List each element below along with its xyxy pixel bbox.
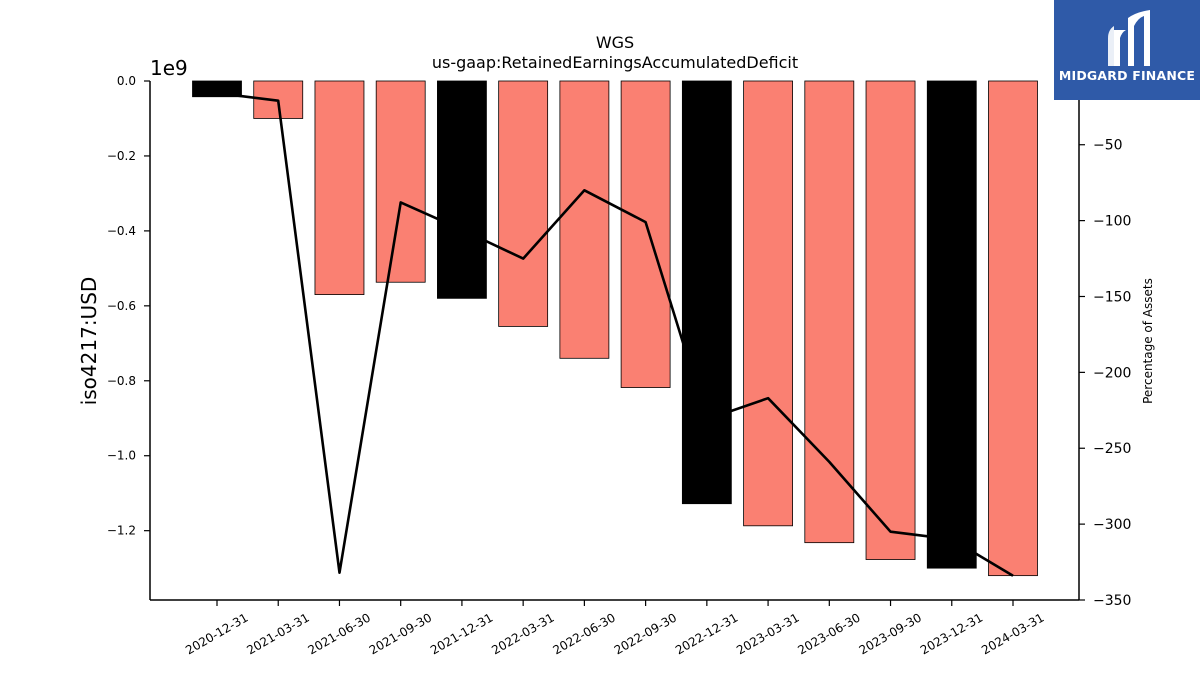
x-tick-label: 2022-03-31 — [489, 610, 556, 657]
y-tick-label: −0.6 — [107, 299, 136, 313]
x-tick-label: 2023-06-30 — [795, 610, 862, 657]
y2-tick-label: −300 — [1093, 517, 1131, 533]
chart-subtitle: us-gaap:RetainedEarningsAccumulatedDefic… — [432, 53, 798, 72]
x-tick-label: 2020-12-31 — [183, 610, 250, 657]
bar-2022-03-31 — [498, 80, 549, 327]
bar-2021-06-30 — [314, 80, 365, 295]
bar-2023-03-31 — [743, 80, 793, 527]
y-tick-label: −0.4 — [107, 224, 136, 238]
logo-text: MIDGARD FINANCE — [1058, 68, 1196, 83]
bar-2021-09-30 — [375, 80, 426, 283]
x-tick-label: 2023-09-30 — [857, 610, 924, 657]
y2-tick-label: −350 — [1093, 593, 1131, 609]
y2-tick-label: −250 — [1093, 441, 1131, 457]
bar-2023-09-30 — [865, 80, 916, 560]
bar-2020-12-31 — [192, 80, 242, 98]
y-offset-label: 1e9 — [150, 56, 188, 80]
x-tick-label: 2022-06-30 — [550, 610, 617, 657]
bar-2023-06-30 — [804, 80, 855, 544]
bar-2024-03-31 — [988, 80, 1038, 577]
bar-2021-12-31 — [437, 80, 487, 299]
y-tick-label: −0.8 — [107, 374, 136, 388]
y2-tick-label: −50 — [1093, 138, 1123, 154]
x-tick-label: 2023-03-31 — [734, 610, 801, 657]
x-tick-label: 2022-09-30 — [612, 610, 679, 657]
x-tick-label: 2021-12-31 — [428, 610, 495, 657]
x-tick-label: 2021-09-30 — [367, 610, 434, 657]
y2-axis-label: Percentage of Assets — [1141, 278, 1155, 404]
y2-tick-label: −100 — [1093, 214, 1131, 230]
bar-2023-12-31 — [926, 80, 977, 569]
y-axis-label: iso4217:USD — [77, 277, 101, 406]
x-tick-label: 2021-06-30 — [306, 610, 373, 657]
y2-tick-label: −200 — [1093, 365, 1131, 381]
y-tick-label: −1.2 — [107, 524, 136, 538]
chart-title: WGS — [596, 33, 634, 52]
x-tick-label: 2022-12-31 — [673, 610, 740, 657]
bar-2022-12-31 — [681, 80, 732, 505]
y-tick-label: 0.0 — [117, 74, 136, 88]
midgard-logo-icon — [1108, 10, 1150, 66]
x-tick-label: 2023-12-31 — [918, 610, 985, 657]
bar-2022-09-30 — [620, 80, 671, 388]
y-tick-label: −0.2 — [107, 149, 136, 163]
y2-tick-label: −150 — [1093, 289, 1131, 305]
logo-badge — [1054, 0, 1200, 100]
x-tick-label: 2021-03-31 — [244, 610, 311, 657]
x-tick-label: 2024-03-31 — [979, 610, 1046, 657]
bar-2022-06-30 — [559, 80, 610, 359]
percentage-line — [216, 91, 1014, 577]
y-tick-label: −1.0 — [107, 449, 136, 463]
